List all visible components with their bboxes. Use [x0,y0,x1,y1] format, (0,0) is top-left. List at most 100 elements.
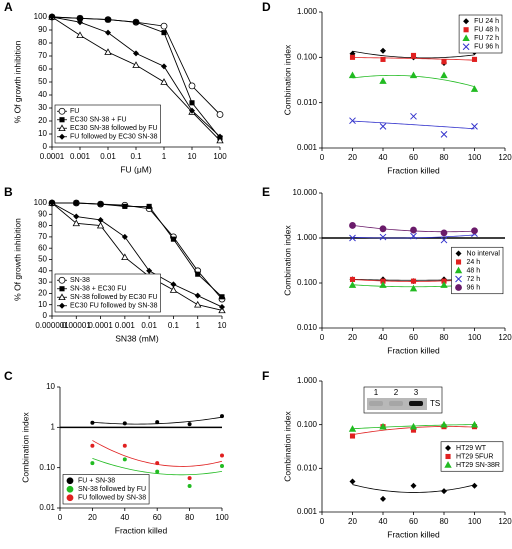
y-tick-label: 0.10 [39,463,55,472]
data-point [440,281,448,288]
y-tick-label: 80 [38,221,47,230]
data-point [121,253,129,261]
data-point [194,300,202,308]
panel-label: B [4,185,13,199]
data-point [170,236,176,242]
x-tick-label: 40 [379,153,388,162]
data-point [410,232,417,240]
y-tick-label: 1.000 [297,233,318,242]
x-tick-label: 80 [185,513,194,522]
data-point [194,292,201,299]
panel: D 0.001 0.010 0.100 1.000 0 20 40 60 80 100 120 Frac… [262,0,512,175]
y-tick-label: 90 [38,209,47,218]
data-point [90,420,95,425]
y-tick-label: 1.000 [297,7,318,16]
legend-label: EC30 FU followed by SN-38 [70,303,158,310]
data-point [90,443,95,448]
x-tick-label: 1 [195,321,200,330]
y-tick-label: 10 [38,300,47,309]
data-point [348,281,357,288]
data-point [349,117,356,125]
x-tick-label: 120 [498,517,512,526]
panel: B01020304050607080901000.0000010.000010.… [4,185,227,343]
legend-marker [444,461,452,468]
x-tick-label: 0.01 [141,321,157,330]
x-tick-label: 40 [379,333,388,342]
x-axis-label: Fraction killed [387,165,440,175]
x-tick-label: 100 [468,333,482,342]
data-point [410,427,417,433]
data-point [77,19,83,26]
data-point [169,286,178,293]
x-tick-label: 0.0001 [40,152,65,161]
y-tick-label: 0.100 [297,278,318,287]
data-point [440,420,448,428]
panel-label: A [4,0,13,14]
data-point [348,425,357,432]
data-point [189,100,195,106]
data-point [471,227,478,235]
y-tick-label: 30 [38,277,47,286]
x-tick-label: 0.001 [70,152,91,161]
panel: F 0.001 0.010 0.100 1.000 0 20 40 60 80 100 120 Frac… [262,369,512,539]
legend-marker [454,266,463,274]
series-line [51,202,223,311]
data-point [410,226,417,234]
y-tick-label: 70 [38,51,47,60]
data-point [188,82,196,90]
y-axis-label: % Of growth inhibition [12,40,22,123]
x-tick-label: 80 [440,153,449,162]
legend-box [440,441,504,472]
data-point [348,71,357,79]
fit-curve [352,484,475,493]
x-tick-label: 100 [215,513,229,522]
data-point [49,200,55,206]
legend-label: FU followed by EC30 SN-38 [70,134,158,141]
legend-marker [462,43,470,51]
legend-label: 48 h [467,267,481,274]
data-point [133,19,139,25]
legend-box [54,273,161,313]
data-point [441,278,447,284]
lane-label: 3 [414,388,419,397]
data-point [380,278,386,284]
y-tick-label: 60 [38,243,47,252]
legend-label: FU 72 h [474,35,499,42]
data-point [160,22,168,30]
data-point [98,201,104,207]
y-tick-label: 0.010 [297,463,318,472]
data-point [379,123,387,130]
panel: E 0.010 0.100 1.000 10.000 0 20 40 60 80 100 120 Fra… [262,185,512,355]
data-point [471,123,478,130]
data-point [97,216,104,223]
x-tick-label: 20 [348,153,357,162]
data-point [155,461,160,466]
data-point [72,219,80,227]
legend-label: 96 h [467,284,481,291]
data-point [409,422,418,430]
panel-label: D [262,0,271,14]
data-point [471,56,478,62]
legend-marker [445,453,451,460]
fit-curve [352,234,475,239]
data-point [379,281,387,288]
x-tick-label: 0 [320,517,325,526]
data-point [49,14,55,20]
legend-label: FU 96 h [474,44,499,51]
data-point [219,414,224,419]
legend: No interval 24 h48 h 72 h96 h [451,246,504,295]
data-point [155,420,160,425]
x-tick-label: 60 [409,517,418,526]
x-tick-label: 40 [120,513,129,522]
legend-label: SN-38 followed by EC30 FU [70,294,158,301]
panel-label: F [262,369,269,383]
data-point [189,107,195,114]
data-point [441,488,447,495]
blot-band [409,401,423,406]
legend-marker [58,107,66,115]
data-point [349,276,356,282]
data-point [219,294,225,300]
y-axis-label: Combination index [20,412,30,483]
y-tick-label: 90 [38,25,47,34]
